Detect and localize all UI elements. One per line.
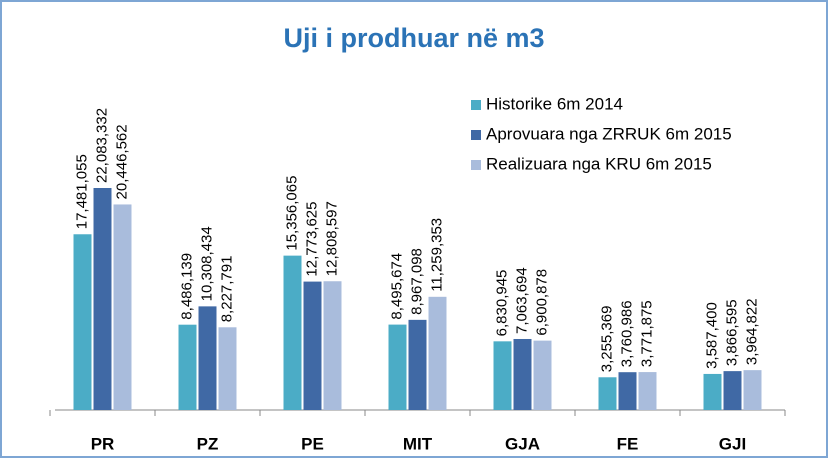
value-label: 6,830,945 xyxy=(493,270,510,337)
value-label: 10,308,434 xyxy=(198,226,215,301)
legend-label: Realizuara nga KRU 6m 2015 xyxy=(486,154,712,173)
bar xyxy=(533,340,552,410)
bar xyxy=(598,377,617,410)
bar xyxy=(303,281,322,410)
value-label: 3,771,875 xyxy=(638,300,655,367)
x-tick-label: FE xyxy=(617,434,639,453)
bar xyxy=(388,324,407,410)
bar xyxy=(408,319,427,410)
value-label: 15,356,065 xyxy=(283,176,300,251)
value-label: 12,773,625 xyxy=(303,202,320,277)
x-tick-label: GJA xyxy=(505,434,540,453)
bar xyxy=(638,372,657,410)
x-tick-label: MIT xyxy=(403,434,433,453)
bar xyxy=(618,372,637,410)
bar xyxy=(493,341,512,410)
value-label: 8,495,674 xyxy=(388,253,405,320)
bar xyxy=(513,338,532,410)
bar xyxy=(198,306,217,410)
legend-label: Aprovuara nga ZRRUK 6m 2015 xyxy=(486,124,732,143)
legend-label: Historike 6m 2014 xyxy=(486,94,623,113)
value-label: 12,808,597 xyxy=(323,201,340,276)
legend-swatch xyxy=(471,100,481,110)
legend-swatch xyxy=(471,160,481,170)
x-tick-label: PR xyxy=(91,434,115,453)
x-tick-label: PE xyxy=(301,434,324,453)
x-tick-label: GJI xyxy=(719,434,746,453)
value-label: 22,083,332 xyxy=(93,108,110,183)
bar xyxy=(73,234,92,410)
value-label: 3,587,400 xyxy=(703,302,720,369)
value-label: 17,481,055 xyxy=(73,154,90,229)
bar xyxy=(113,204,132,410)
value-label: 20,446,562 xyxy=(113,124,130,199)
bar xyxy=(93,188,112,410)
value-label: 7,063,694 xyxy=(513,267,530,334)
x-tick-label: PZ xyxy=(197,434,219,453)
value-label: 3,964,822 xyxy=(743,298,760,365)
bar xyxy=(218,327,237,410)
value-label: 8,486,139 xyxy=(178,253,195,320)
bar xyxy=(323,281,342,410)
value-label: 8,967,098 xyxy=(408,248,425,315)
bar xyxy=(178,324,197,410)
bar xyxy=(723,371,742,410)
value-label: 3,255,369 xyxy=(598,306,615,373)
value-label: 8,227,791 xyxy=(218,256,235,323)
value-label: 11,259,353 xyxy=(428,218,445,292)
value-label: 3,760,986 xyxy=(618,300,635,367)
value-label: 6,900,878 xyxy=(533,269,550,336)
legend-swatch xyxy=(471,130,481,140)
chart-title: Uji i prodhuar në m3 xyxy=(283,23,544,53)
bar xyxy=(743,370,762,410)
bar xyxy=(428,296,447,410)
bar xyxy=(283,255,302,410)
bar xyxy=(703,373,722,410)
value-label: 3,866,595 xyxy=(723,299,740,366)
